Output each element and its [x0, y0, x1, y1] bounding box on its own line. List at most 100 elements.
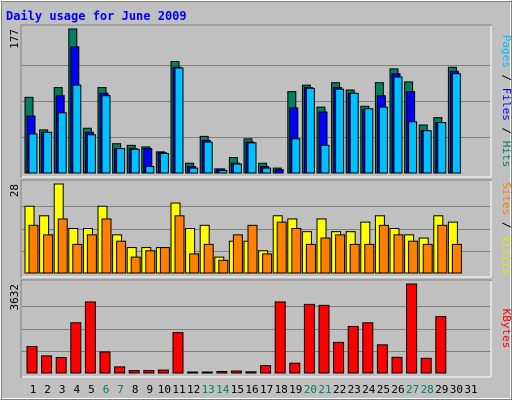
- x-tick-label: 13: [202, 383, 215, 396]
- side-label-part: KBytes: [500, 309, 512, 349]
- side-label-part: Pages: [500, 35, 512, 68]
- bar-pages: [28, 133, 38, 174]
- side-label-part: Sites: [500, 182, 512, 215]
- x-tick-label: 31: [464, 383, 477, 396]
- bar-sites: [276, 221, 287, 274]
- x-tick-label: 29: [435, 383, 448, 396]
- bar-pages: [57, 112, 67, 174]
- bar-kbytes: [55, 357, 67, 374]
- bar-kbytes: [274, 301, 286, 374]
- side-label-part: Hits: [500, 141, 512, 168]
- bar-kbytes: [289, 362, 301, 374]
- side-label-separator: /: [500, 215, 512, 235]
- bar-sites: [43, 234, 54, 274]
- bar-kbytes: [245, 371, 257, 374]
- x-tick-label: 17: [260, 383, 273, 396]
- x-tick-label: 3: [59, 383, 66, 396]
- bar-sites: [218, 259, 229, 274]
- bar-sites: [145, 250, 156, 274]
- side-label-visits-sites: Sites / Visits: [500, 182, 512, 275]
- bar-sites: [291, 228, 302, 274]
- bar-pages: [101, 95, 111, 174]
- bar-kbytes: [230, 370, 242, 374]
- bar-sites: [159, 247, 170, 274]
- x-tick-label: 10: [158, 383, 171, 396]
- bar-sites: [101, 218, 112, 274]
- bar-sites: [174, 215, 185, 274]
- bar-pages: [393, 76, 403, 174]
- side-label-part: Files: [500, 88, 512, 121]
- bar-pages: [159, 152, 169, 174]
- bar-kbytes: [172, 332, 184, 374]
- bar-pages: [130, 148, 140, 174]
- bar-kbytes: [318, 304, 330, 374]
- bar-kbytes: [201, 371, 213, 374]
- bar-kbytes: [187, 371, 199, 374]
- bar-sites: [408, 240, 419, 274]
- x-tick-label: 6: [103, 383, 110, 396]
- bar-files: [274, 169, 284, 174]
- x-tick-label: 8: [132, 383, 139, 396]
- bar-sites: [335, 234, 346, 274]
- bar-sites: [437, 224, 448, 274]
- bar-sites: [262, 253, 273, 274]
- bar-sites: [378, 224, 389, 274]
- bar-sites: [203, 243, 214, 274]
- bar-kbytes: [420, 357, 432, 374]
- bar-sites: [305, 243, 316, 274]
- x-tick-label: 19: [289, 383, 302, 396]
- side-label-separator: /: [500, 121, 512, 141]
- side-label-part: Visits: [500, 235, 512, 275]
- bar-kbytes: [435, 316, 447, 374]
- bar-sites: [86, 234, 97, 274]
- chart-title: Daily usage for June 2009: [6, 9, 187, 23]
- x-tick-label: 26: [391, 383, 404, 396]
- bar-pages: [72, 84, 82, 174]
- bar-kbytes: [143, 370, 155, 374]
- bar-sites: [247, 224, 258, 274]
- y-max-label: 3632: [8, 284, 21, 311]
- bar-pages: [174, 67, 184, 174]
- bar-sites: [130, 256, 141, 274]
- y-max-label: 177: [8, 29, 21, 49]
- bar-pages: [247, 142, 257, 174]
- x-tick-label: 23: [348, 383, 361, 396]
- bar-pages: [218, 170, 228, 174]
- bar-sites: [349, 243, 360, 274]
- x-tick-label: 9: [146, 383, 153, 396]
- bar-sites: [57, 218, 68, 274]
- x-tick-label: 1: [30, 383, 37, 396]
- bar-pages: [203, 141, 213, 174]
- bar-pages: [335, 88, 345, 174]
- bar-kbytes: [260, 365, 272, 374]
- x-tick-label: 11: [172, 383, 185, 396]
- x-tick-label: 5: [88, 383, 95, 396]
- x-tick-label: 20: [304, 383, 317, 396]
- bar-sites: [451, 243, 462, 274]
- y-max-label: 28: [8, 184, 21, 197]
- x-tick-label: 4: [73, 383, 80, 396]
- bar-kbytes: [406, 283, 418, 374]
- bar-pages: [116, 148, 126, 174]
- x-tick-label: 21: [318, 383, 331, 396]
- bar-pages: [291, 138, 301, 174]
- bar-kbytes: [26, 346, 38, 374]
- x-tick-label: 16: [245, 383, 258, 396]
- x-tick-label: 27: [406, 383, 419, 396]
- x-tick-label: 22: [333, 383, 346, 396]
- bar-kbytes: [303, 303, 315, 374]
- bar-kbytes: [70, 322, 82, 374]
- bar-kbytes: [99, 351, 111, 374]
- bar-pages: [86, 134, 96, 174]
- bar-kbytes: [362, 322, 374, 374]
- bar-sites: [393, 234, 404, 274]
- bar-pages: [262, 167, 272, 174]
- bar-pages: [422, 130, 432, 174]
- bar-pages: [437, 122, 447, 174]
- x-tick-label: 14: [216, 383, 230, 396]
- bar-sites: [232, 234, 243, 274]
- bar-kbytes: [391, 356, 403, 374]
- bar-pages: [378, 106, 388, 174]
- x-tick-label: 30: [450, 383, 463, 396]
